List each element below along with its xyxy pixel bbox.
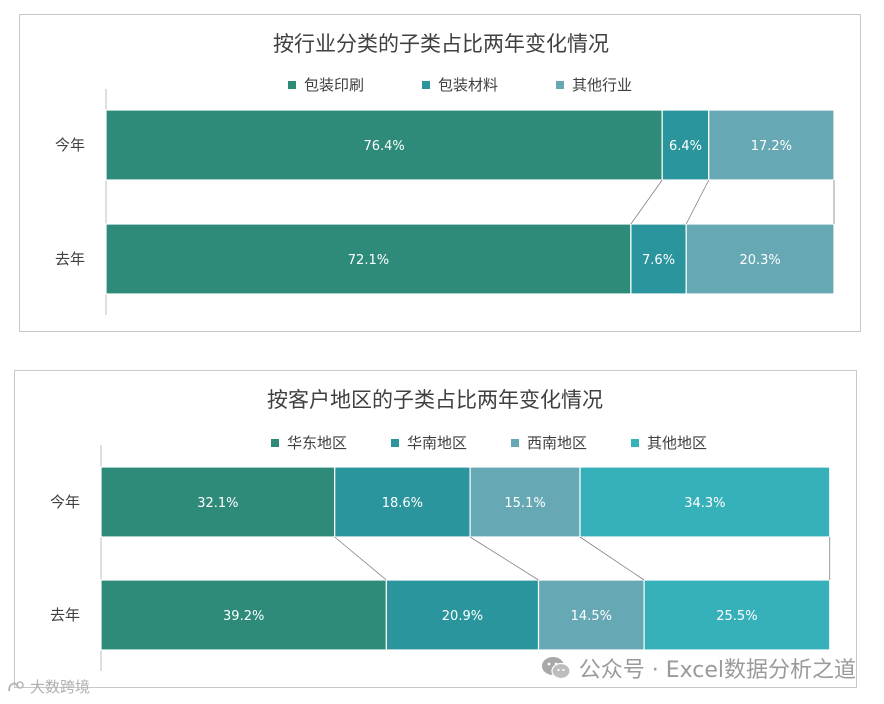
bar-segment — [643, 579, 831, 651]
data-label: 72.1% — [348, 253, 389, 268]
region-chart-panel: 按客户地区的子类占比两年变化情况华东地区 华南地区 西南地区 其他地区今年 32.1% 1… — [14, 370, 857, 688]
data-label: 15.1% — [504, 496, 545, 511]
legend-label: 包装印刷 — [304, 76, 364, 94]
series-line — [469, 536, 539, 581]
series-line — [685, 179, 710, 225]
bar-segment — [537, 579, 645, 651]
chart-title: 按客户地区的子类占比两年变化情况 — [267, 388, 603, 412]
legend-swatch — [288, 81, 296, 89]
data-label: 17.2% — [751, 139, 792, 154]
legend-label: 其他地区 — [647, 434, 707, 452]
data-label: 18.6% — [382, 496, 423, 511]
bar-segment — [385, 579, 540, 651]
bar-segment — [334, 466, 471, 538]
bar-segment — [708, 109, 835, 181]
legend-swatch — [422, 81, 430, 89]
chart-title: 按行业分类的子类占比两年变化情况 — [273, 32, 609, 56]
bar-segment — [100, 466, 336, 538]
legend-swatch — [556, 81, 564, 89]
wechat-icon — [541, 657, 571, 680]
legend-swatch — [511, 439, 519, 447]
bar-segment — [685, 223, 835, 295]
data-label: 6.4% — [669, 139, 702, 154]
bar-segment — [579, 466, 831, 538]
watermark: 公众号 · Excel数据分析之道 — [541, 652, 856, 684]
corner-mark: 大数跨境 — [6, 676, 90, 697]
legend-label: 其他行业 — [572, 76, 632, 94]
series-line — [630, 179, 663, 225]
industry-chart-panel: 按行业分类的子类占比两年变化情况包装印刷 包装材料 其他行业今年 76.4% 6.4% 1… — [19, 14, 861, 332]
legend-label: 包装材料 — [438, 76, 498, 94]
legend-label: 西南地区 — [527, 434, 587, 452]
bar-segment — [100, 579, 387, 651]
series-line — [579, 536, 645, 581]
data-label: 14.5% — [571, 609, 612, 624]
data-label: 7.6% — [642, 253, 675, 268]
bar-segment — [105, 109, 663, 181]
data-label: 20.3% — [739, 253, 780, 268]
corner-mark-text: 大数跨境 — [30, 678, 91, 696]
logo-icon — [8, 680, 24, 691]
data-label: 76.4% — [363, 139, 404, 154]
data-label: 20.9% — [442, 609, 483, 624]
bar-segment — [469, 466, 581, 538]
data-label: 25.5% — [716, 609, 757, 624]
legend-swatch — [631, 439, 639, 447]
watermark-text: 公众号 · Excel数据分析之道 — [578, 658, 856, 683]
data-label: 32.1% — [197, 496, 238, 511]
category-label: 今年 — [50, 493, 80, 511]
data-label: 39.2% — [223, 609, 264, 624]
bar-segment — [661, 109, 710, 181]
data-label: 34.3% — [684, 496, 725, 511]
legend-swatch — [391, 439, 399, 447]
category-label: 去年 — [50, 606, 80, 624]
legend-label: 华南地区 — [407, 434, 467, 452]
category-label: 去年 — [55, 250, 85, 268]
legend-label: 华东地区 — [287, 434, 347, 452]
category-label: 今年 — [55, 136, 85, 154]
series-line — [334, 536, 387, 581]
legend-swatch — [271, 439, 279, 447]
